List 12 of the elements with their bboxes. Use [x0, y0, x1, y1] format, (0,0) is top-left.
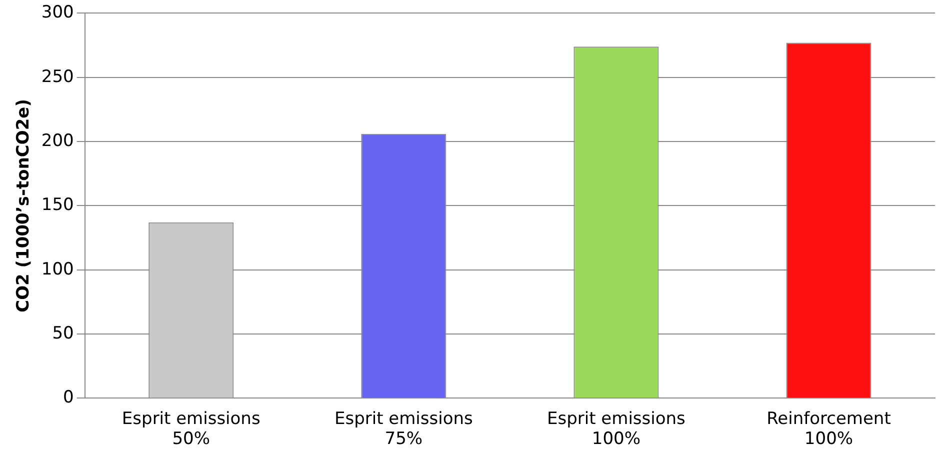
x-tick-label: Esprit emissions 50%	[122, 408, 260, 450]
y-axis-title: CO2 (1000’s-tonCO2e)	[14, 99, 34, 312]
y-tick-label: 0	[63, 388, 74, 408]
y-tick-label: 250	[41, 66, 74, 87]
y-tick-label: 100	[41, 259, 74, 280]
x-tick-label: Esprit emissions 100%	[547, 408, 686, 450]
x-tick-label: Reinforcement 100%	[766, 408, 892, 450]
y-tick-label: 150	[41, 195, 74, 216]
y-tick-label: 200	[41, 130, 74, 151]
x-tick-label: Esprit emissions 75%	[334, 408, 473, 450]
y-tick-label: 50	[52, 323, 74, 344]
y-tick-label: 300	[41, 2, 74, 23]
